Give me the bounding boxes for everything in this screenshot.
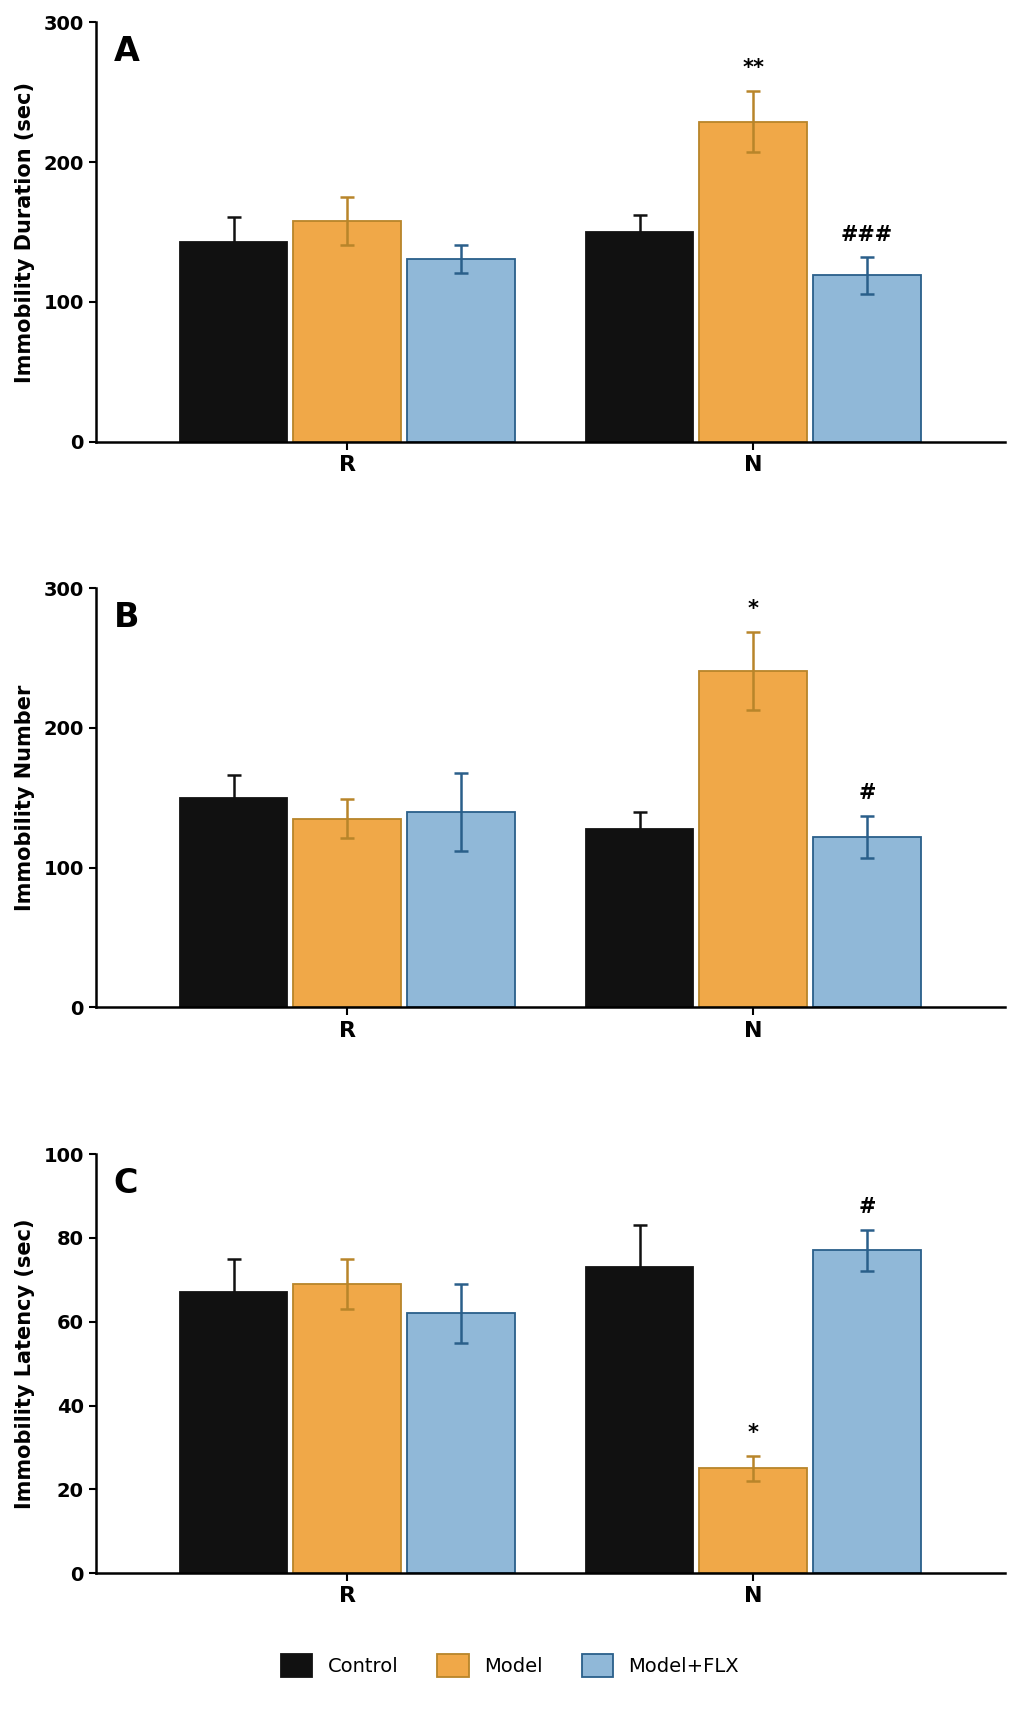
Text: ###: ### bbox=[840, 224, 893, 245]
Bar bbox=[812, 275, 920, 441]
Bar bbox=[293, 221, 400, 441]
Text: *: * bbox=[747, 1423, 758, 1443]
Text: C: C bbox=[113, 1166, 138, 1200]
Bar bbox=[699, 1469, 806, 1573]
Bar bbox=[407, 258, 515, 441]
Bar bbox=[585, 233, 693, 441]
Text: *: * bbox=[747, 598, 758, 619]
Bar bbox=[585, 829, 693, 1007]
Y-axis label: Immobility Number: Immobility Number bbox=[15, 684, 35, 911]
Bar bbox=[179, 799, 287, 1007]
Legend: Control, Model, Model+FLX: Control, Model, Model+FLX bbox=[271, 1645, 748, 1686]
Text: A: A bbox=[113, 36, 140, 68]
Bar bbox=[407, 1313, 515, 1573]
Bar bbox=[179, 241, 287, 441]
Bar bbox=[407, 812, 515, 1007]
Text: #: # bbox=[857, 783, 874, 804]
Bar bbox=[585, 1267, 693, 1573]
Text: **: ** bbox=[742, 58, 763, 79]
Bar bbox=[699, 670, 806, 1007]
Y-axis label: Immobility Duration (sec): Immobility Duration (sec) bbox=[15, 82, 35, 383]
Bar bbox=[812, 1250, 920, 1573]
Bar bbox=[293, 819, 400, 1007]
Bar bbox=[179, 1293, 287, 1573]
Bar bbox=[812, 836, 920, 1007]
Text: B: B bbox=[113, 600, 139, 634]
Bar bbox=[293, 1284, 400, 1573]
Text: #: # bbox=[857, 1197, 874, 1218]
Y-axis label: Immobility Latency (sec): Immobility Latency (sec) bbox=[15, 1219, 35, 1508]
Bar bbox=[699, 121, 806, 441]
